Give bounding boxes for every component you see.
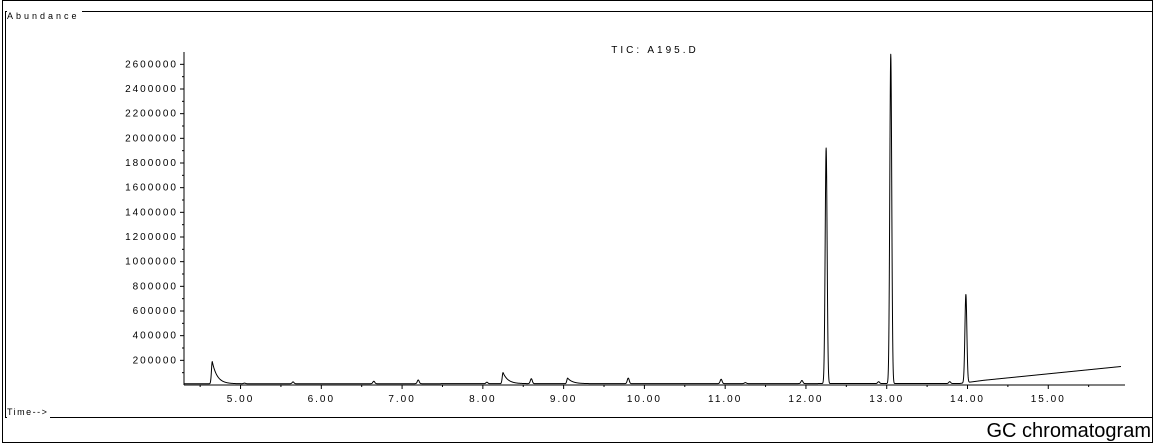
x-tick-label: 13.00 — [869, 394, 904, 405]
x-tick-label: 10.00 — [627, 394, 662, 405]
y-tick-label: 1400000 — [125, 207, 178, 218]
y-tick-label: 1000000 — [125, 257, 178, 268]
y-tick-label: 2200000 — [125, 109, 178, 120]
y-tick-label: 1800000 — [125, 158, 178, 169]
plot-box — [5, 11, 1153, 418]
y-tick-label: 600000 — [133, 306, 178, 317]
y-tick-label: 2400000 — [125, 84, 178, 95]
x-tick-label: 12.00 — [788, 394, 823, 405]
y-tick-label: 400000 — [133, 331, 178, 342]
y-tick-label: 2600000 — [125, 59, 178, 70]
tic-trace — [183, 53, 1122, 385]
x-tick-label: 15.00 — [1031, 394, 1066, 405]
x-tick-label: 11.00 — [708, 394, 742, 405]
x-tick-label: 5.00 — [227, 394, 254, 405]
y-axis-label: Abundance — [7, 10, 82, 22]
x-tick-label: 14.00 — [950, 394, 985, 405]
y-tick-label: 1200000 — [125, 232, 178, 243]
x-tick-label: 6.00 — [308, 394, 335, 405]
x-axis-label: Time--> — [7, 406, 51, 418]
y-tick-label: 2000000 — [125, 133, 178, 144]
chart-title: TIC: A195.D — [611, 45, 698, 56]
y-tick-label: 200000 — [133, 355, 178, 366]
y-tick-label: 800000 — [133, 281, 178, 292]
figure-caption: GC chromatogram — [986, 420, 1152, 442]
x-tick-label: 9.00 — [550, 394, 577, 405]
y-tick-label: 1600000 — [125, 183, 178, 194]
x-tick-label: 7.00 — [388, 394, 415, 405]
x-tick-label: 8.00 — [469, 394, 496, 405]
